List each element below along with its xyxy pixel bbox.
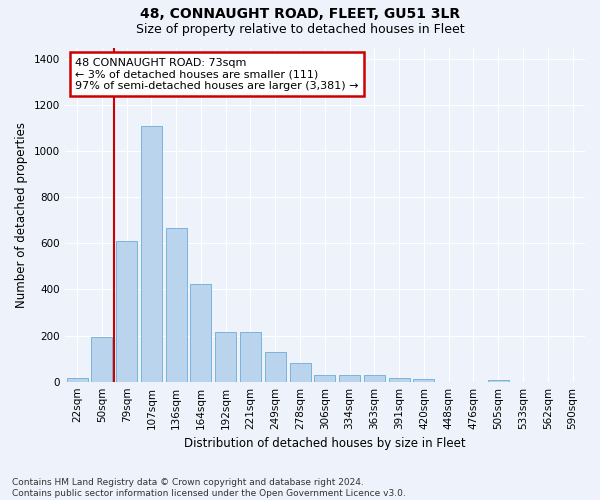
Text: 48 CONNAUGHT ROAD: 73sqm
← 3% of detached houses are smaller (111)
97% of semi-d: 48 CONNAUGHT ROAD: 73sqm ← 3% of detache… <box>75 58 359 90</box>
X-axis label: Distribution of detached houses by size in Fleet: Distribution of detached houses by size … <box>184 437 466 450</box>
Bar <box>215 332 236 382</box>
Bar <box>413 380 434 382</box>
Bar <box>190 284 211 382</box>
Y-axis label: Number of detached properties: Number of detached properties <box>15 122 28 308</box>
Bar <box>314 375 335 382</box>
Bar <box>364 375 385 382</box>
Bar <box>290 363 311 382</box>
Bar <box>141 126 162 382</box>
Bar <box>265 352 286 382</box>
Bar <box>240 332 261 382</box>
Bar <box>67 378 88 382</box>
Text: Contains HM Land Registry data © Crown copyright and database right 2024.
Contai: Contains HM Land Registry data © Crown c… <box>12 478 406 498</box>
Text: 48, CONNAUGHT ROAD, FLEET, GU51 3LR: 48, CONNAUGHT ROAD, FLEET, GU51 3LR <box>140 8 460 22</box>
Bar <box>116 241 137 382</box>
Bar <box>488 380 509 382</box>
Text: Size of property relative to detached houses in Fleet: Size of property relative to detached ho… <box>136 22 464 36</box>
Bar <box>339 375 360 382</box>
Bar <box>91 336 112 382</box>
Bar <box>389 378 410 382</box>
Bar <box>166 228 187 382</box>
